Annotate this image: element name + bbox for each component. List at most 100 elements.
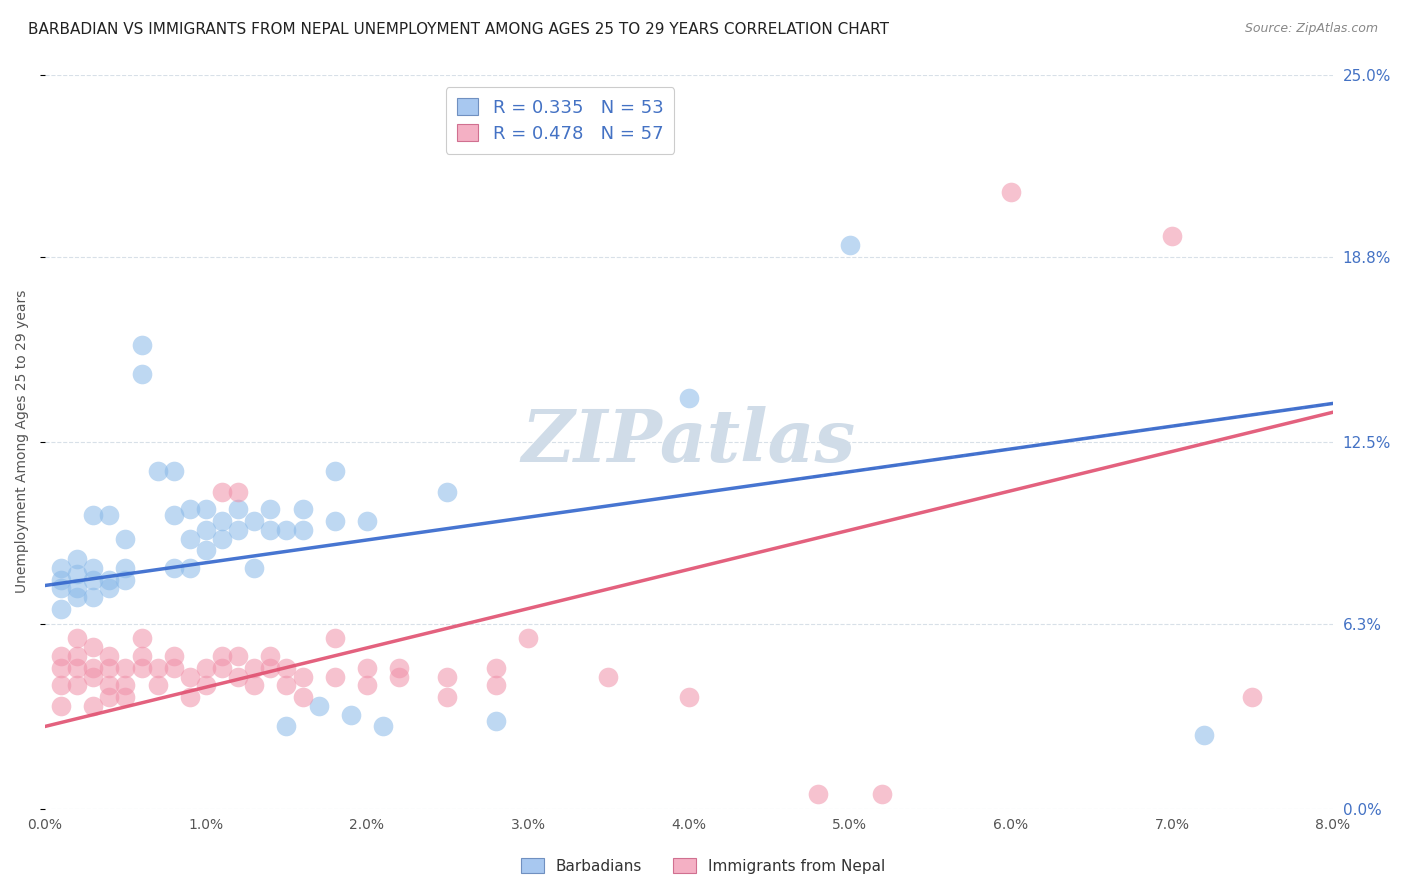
- Point: [1161, 229, 1184, 244]
- Point: [388, 661, 411, 675]
- Point: [49, 561, 72, 575]
- Point: [291, 690, 314, 704]
- Point: [114, 573, 136, 587]
- Point: [82, 698, 104, 713]
- Point: [226, 502, 249, 516]
- Point: [82, 508, 104, 522]
- Point: [114, 690, 136, 704]
- Point: [98, 508, 121, 522]
- Point: [211, 532, 233, 546]
- Point: [276, 661, 298, 675]
- Point: [323, 464, 346, 478]
- Point: [485, 714, 508, 728]
- Point: [211, 514, 233, 528]
- Point: [323, 632, 346, 646]
- Point: [131, 337, 153, 351]
- Text: ZIPatlas: ZIPatlas: [522, 406, 856, 477]
- Point: [211, 648, 233, 663]
- Point: [131, 648, 153, 663]
- Point: [291, 502, 314, 516]
- Point: [179, 502, 201, 516]
- Point: [49, 661, 72, 675]
- Point: [226, 648, 249, 663]
- Point: [323, 514, 346, 528]
- Point: [1000, 185, 1022, 199]
- Text: Source: ZipAtlas.com: Source: ZipAtlas.com: [1244, 22, 1378, 36]
- Y-axis label: Unemployment Among Ages 25 to 29 years: Unemployment Among Ages 25 to 29 years: [15, 290, 30, 593]
- Point: [243, 678, 266, 692]
- Point: [243, 514, 266, 528]
- Point: [114, 561, 136, 575]
- Point: [179, 561, 201, 575]
- Point: [436, 484, 458, 499]
- Point: [49, 648, 72, 663]
- Point: [598, 669, 620, 683]
- Point: [49, 582, 72, 596]
- Legend: R = 0.335   N = 53, R = 0.478   N = 57: R = 0.335 N = 53, R = 0.478 N = 57: [446, 87, 675, 153]
- Point: [259, 648, 281, 663]
- Point: [323, 669, 346, 683]
- Point: [276, 523, 298, 537]
- Point: [243, 561, 266, 575]
- Point: [194, 502, 217, 516]
- Point: [98, 573, 121, 587]
- Point: [308, 698, 330, 713]
- Point: [276, 678, 298, 692]
- Point: [98, 648, 121, 663]
- Point: [82, 561, 104, 575]
- Point: [356, 678, 378, 692]
- Text: BARBADIAN VS IMMIGRANTS FROM NEPAL UNEMPLOYMENT AMONG AGES 25 TO 29 YEARS CORREL: BARBADIAN VS IMMIGRANTS FROM NEPAL UNEMP…: [28, 22, 889, 37]
- Point: [146, 661, 169, 675]
- Point: [259, 661, 281, 675]
- Point: [194, 661, 217, 675]
- Point: [114, 532, 136, 546]
- Point: [259, 502, 281, 516]
- Point: [436, 669, 458, 683]
- Point: [194, 523, 217, 537]
- Point: [82, 640, 104, 655]
- Point: [243, 661, 266, 675]
- Legend: Barbadians, Immigrants from Nepal: Barbadians, Immigrants from Nepal: [515, 852, 891, 880]
- Point: [49, 678, 72, 692]
- Point: [163, 648, 186, 663]
- Point: [49, 698, 72, 713]
- Point: [66, 591, 89, 605]
- Point: [291, 523, 314, 537]
- Point: [226, 669, 249, 683]
- Point: [66, 661, 89, 675]
- Point: [82, 661, 104, 675]
- Point: [179, 690, 201, 704]
- Point: [388, 669, 411, 683]
- Point: [163, 508, 186, 522]
- Point: [807, 787, 830, 801]
- Point: [146, 464, 169, 478]
- Point: [194, 543, 217, 558]
- Point: [485, 678, 508, 692]
- Point: [49, 602, 72, 616]
- Point: [839, 237, 862, 252]
- Point: [371, 719, 394, 733]
- Point: [114, 661, 136, 675]
- Point: [678, 690, 700, 704]
- Point: [226, 484, 249, 499]
- Point: [163, 561, 186, 575]
- Point: [114, 678, 136, 692]
- Point: [1192, 728, 1215, 742]
- Point: [82, 669, 104, 683]
- Point: [179, 532, 201, 546]
- Point: [66, 648, 89, 663]
- Point: [678, 391, 700, 405]
- Point: [356, 514, 378, 528]
- Point: [131, 632, 153, 646]
- Point: [163, 464, 186, 478]
- Point: [1241, 690, 1264, 704]
- Point: [82, 591, 104, 605]
- Point: [179, 669, 201, 683]
- Point: [485, 661, 508, 675]
- Point: [194, 678, 217, 692]
- Point: [291, 669, 314, 683]
- Point: [259, 523, 281, 537]
- Point: [66, 566, 89, 581]
- Point: [131, 367, 153, 381]
- Point: [98, 661, 121, 675]
